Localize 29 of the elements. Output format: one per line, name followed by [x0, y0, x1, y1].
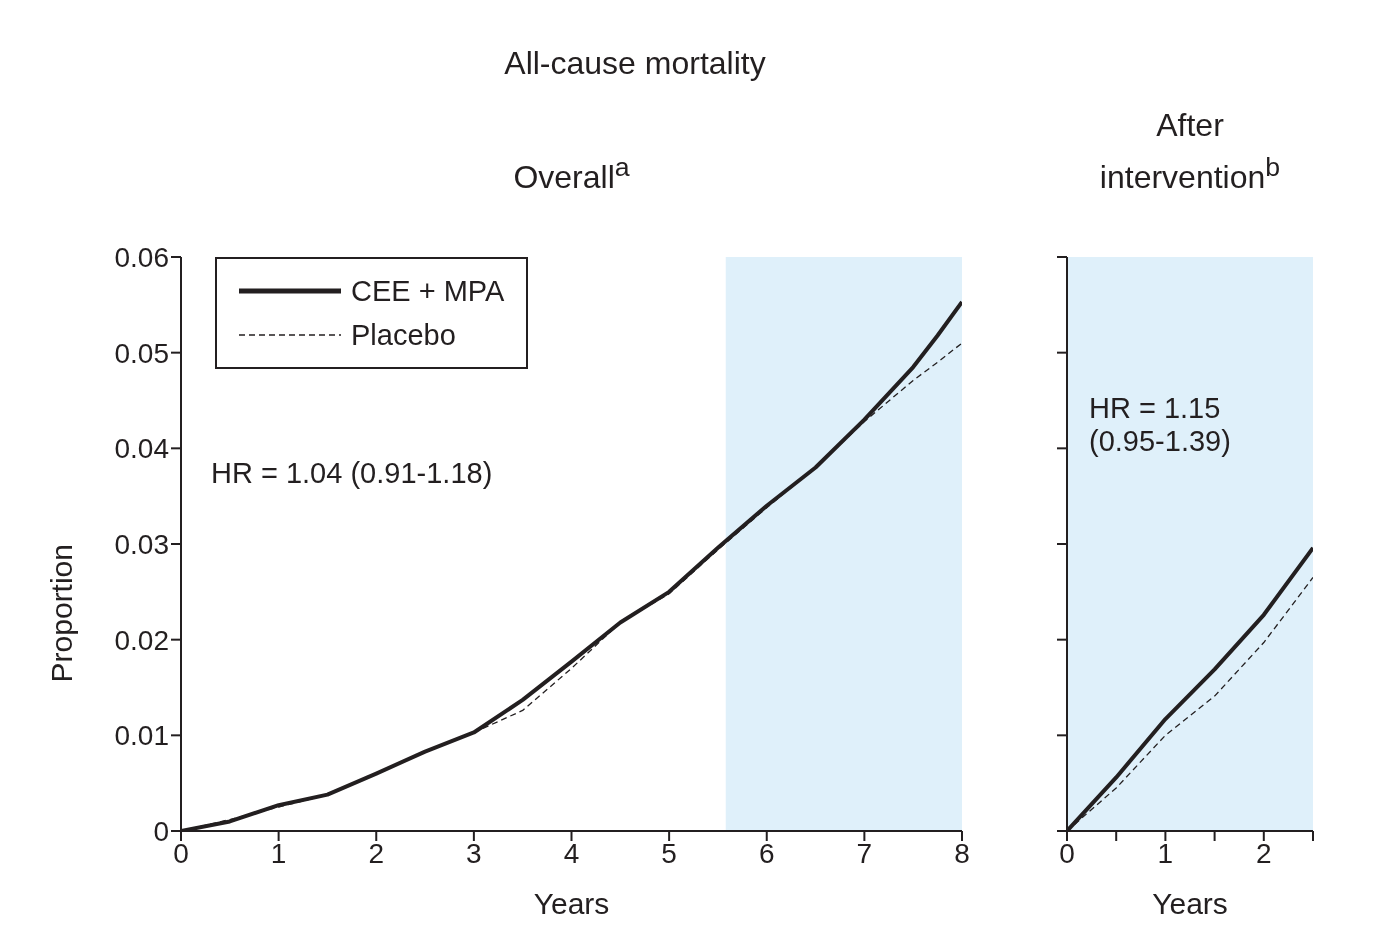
y-tick-label: 0.03 [114, 528, 169, 560]
y-tick-label: 0 [153, 815, 169, 847]
x-tick-label: 1 [1157, 837, 1174, 869]
x-tick-label: 5 [661, 837, 677, 869]
y-tick-label: 0.05 [114, 337, 169, 369]
y-tick-label: 0.01 [114, 720, 169, 752]
legend-label: Placebo [351, 318, 456, 352]
x-tick-label: 0 [1059, 837, 1075, 869]
y-tick-label: 0.04 [114, 433, 169, 465]
x-axis-title: Years [533, 887, 610, 921]
y-tick-label: 0.02 [114, 624, 169, 656]
y-axis-title: Proportion [44, 544, 78, 683]
x-tick-label: 2 [368, 837, 385, 869]
chart-title: All-cause mortality [503, 45, 767, 82]
x-tick-label: 2 [1256, 837, 1272, 869]
y-tick-label: 0.06 [114, 241, 169, 273]
x-tick-label: 1 [270, 837, 287, 869]
chart-subtitle: After intervention$^{b}$ [1098, 106, 1282, 197]
x-axis-title: Years [1152, 887, 1228, 921]
x-tick-label: 4 [563, 837, 580, 869]
x-tick-label: 3 [466, 837, 482, 869]
x-tick-label: 6 [758, 837, 775, 869]
annotation: HR = 1.15 (0.95-1.39) [1089, 392, 1232, 458]
legend-label: CEE + MPA [351, 274, 505, 308]
x-tick-label: 7 [856, 837, 873, 869]
annotation: HR = 1.04 (0.91-1.18) [211, 457, 494, 490]
chart-subtitle: Overall$^{a}$ [512, 151, 631, 197]
x-tick-label: 0 [173, 837, 189, 869]
x-tick-label: 8 [954, 837, 970, 869]
